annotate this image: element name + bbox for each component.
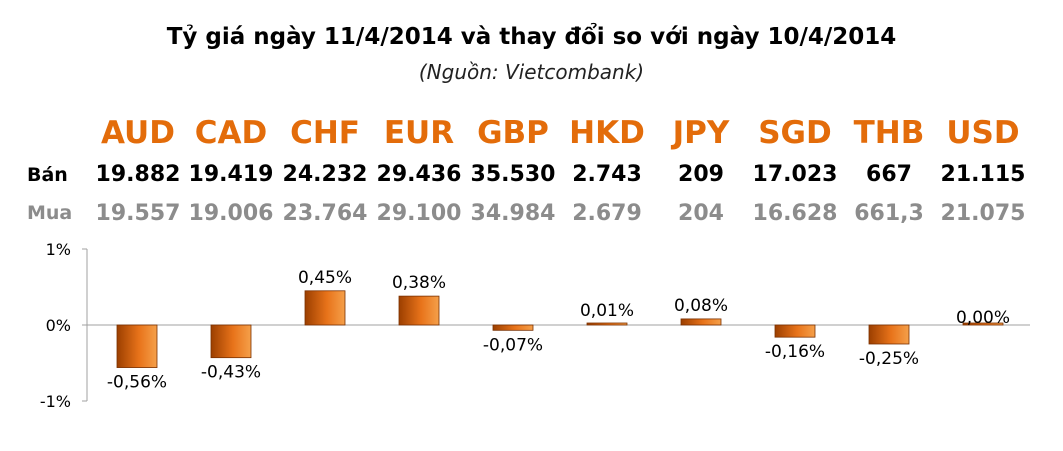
chart-title: Tỷ giá ngày 11/4/2014 và thay đổi so với… [166, 24, 897, 50]
currency-code-jpy: JPY [672, 115, 730, 151]
value-label-aud: -0,56% [107, 373, 167, 393]
value-label-eur: 0,38% [392, 273, 446, 293]
buy-rate-jpy: 204 [678, 201, 724, 226]
buy-rate-hkd: 2.679 [572, 201, 642, 226]
value-label-gbp: -0,07% [483, 335, 543, 355]
value-label-sgd: -0,16% [765, 342, 825, 362]
currency-code-sgd: SGD [758, 115, 832, 151]
sell-rate-jpy: 209 [678, 162, 724, 187]
value-label-thb: -0,25% [859, 349, 919, 369]
buy-row-label: Mua [27, 202, 73, 224]
buy-rate-usd: 21.075 [940, 201, 1026, 226]
value-label-chf: 0,45% [298, 268, 352, 288]
bar-aud [116, 324, 158, 368]
currency-code-thb: THB [853, 115, 925, 151]
sell-rate-usd: 21.115 [940, 162, 1026, 187]
bar-sgd [774, 324, 816, 338]
currency-code-usd: USD [946, 115, 1020, 151]
buy-rate-eur: 29.100 [376, 201, 462, 226]
sell-rate-aud: 19.882 [95, 162, 181, 187]
currency-code-cad: CAD [194, 115, 268, 151]
buy-rate-aud: 19.557 [95, 201, 181, 226]
bar-chf [304, 290, 346, 326]
bar-hkd [586, 322, 628, 326]
buy-rate-chf: 23.764 [282, 201, 368, 226]
buy-rate-sgd: 16.628 [752, 201, 838, 226]
sell-rate-eur: 29.436 [376, 162, 462, 187]
sell-rate-thb: 667 [866, 162, 912, 187]
buy-rate-thb: 661,3 [854, 201, 924, 226]
bar-thb [868, 324, 910, 345]
y-tick-label: 1% [46, 240, 71, 259]
sell-rate-chf: 24.232 [282, 162, 368, 187]
bar-eur [398, 295, 440, 326]
y-tick-label: 0% [46, 316, 71, 335]
bar-gbp [492, 324, 534, 331]
value-label-hkd: 0,01% [580, 301, 634, 321]
currency-code-aud: AUD [101, 115, 175, 151]
currency-code-hkd: HKD [569, 115, 645, 151]
sell-rate-sgd: 17.023 [752, 162, 838, 187]
buy-rate-gbp: 34.984 [470, 201, 556, 226]
buy-rate-cad: 19.006 [188, 201, 274, 226]
currency-code-eur: EUR [383, 115, 455, 151]
sell-rate-gbp: 35.530 [470, 162, 556, 187]
value-label-jpy: 0,08% [674, 296, 728, 316]
bar-cad [210, 324, 252, 359]
value-label-usd: 0,00% [956, 308, 1010, 328]
sell-rate-cad: 19.419 [188, 162, 274, 187]
value-label-cad: -0,43% [201, 363, 261, 383]
chart-subtitle: (Nguồn: Vietcombank) [418, 60, 645, 84]
y-tick-label: -1% [40, 392, 71, 411]
sell-row-label: Bán [27, 164, 68, 186]
bar-usd [962, 322, 1004, 326]
currency-code-gbp: GBP [477, 115, 549, 151]
bar-jpy [680, 318, 722, 326]
currency-code-chf: CHF [290, 115, 360, 151]
sell-rate-hkd: 2.743 [572, 162, 642, 187]
